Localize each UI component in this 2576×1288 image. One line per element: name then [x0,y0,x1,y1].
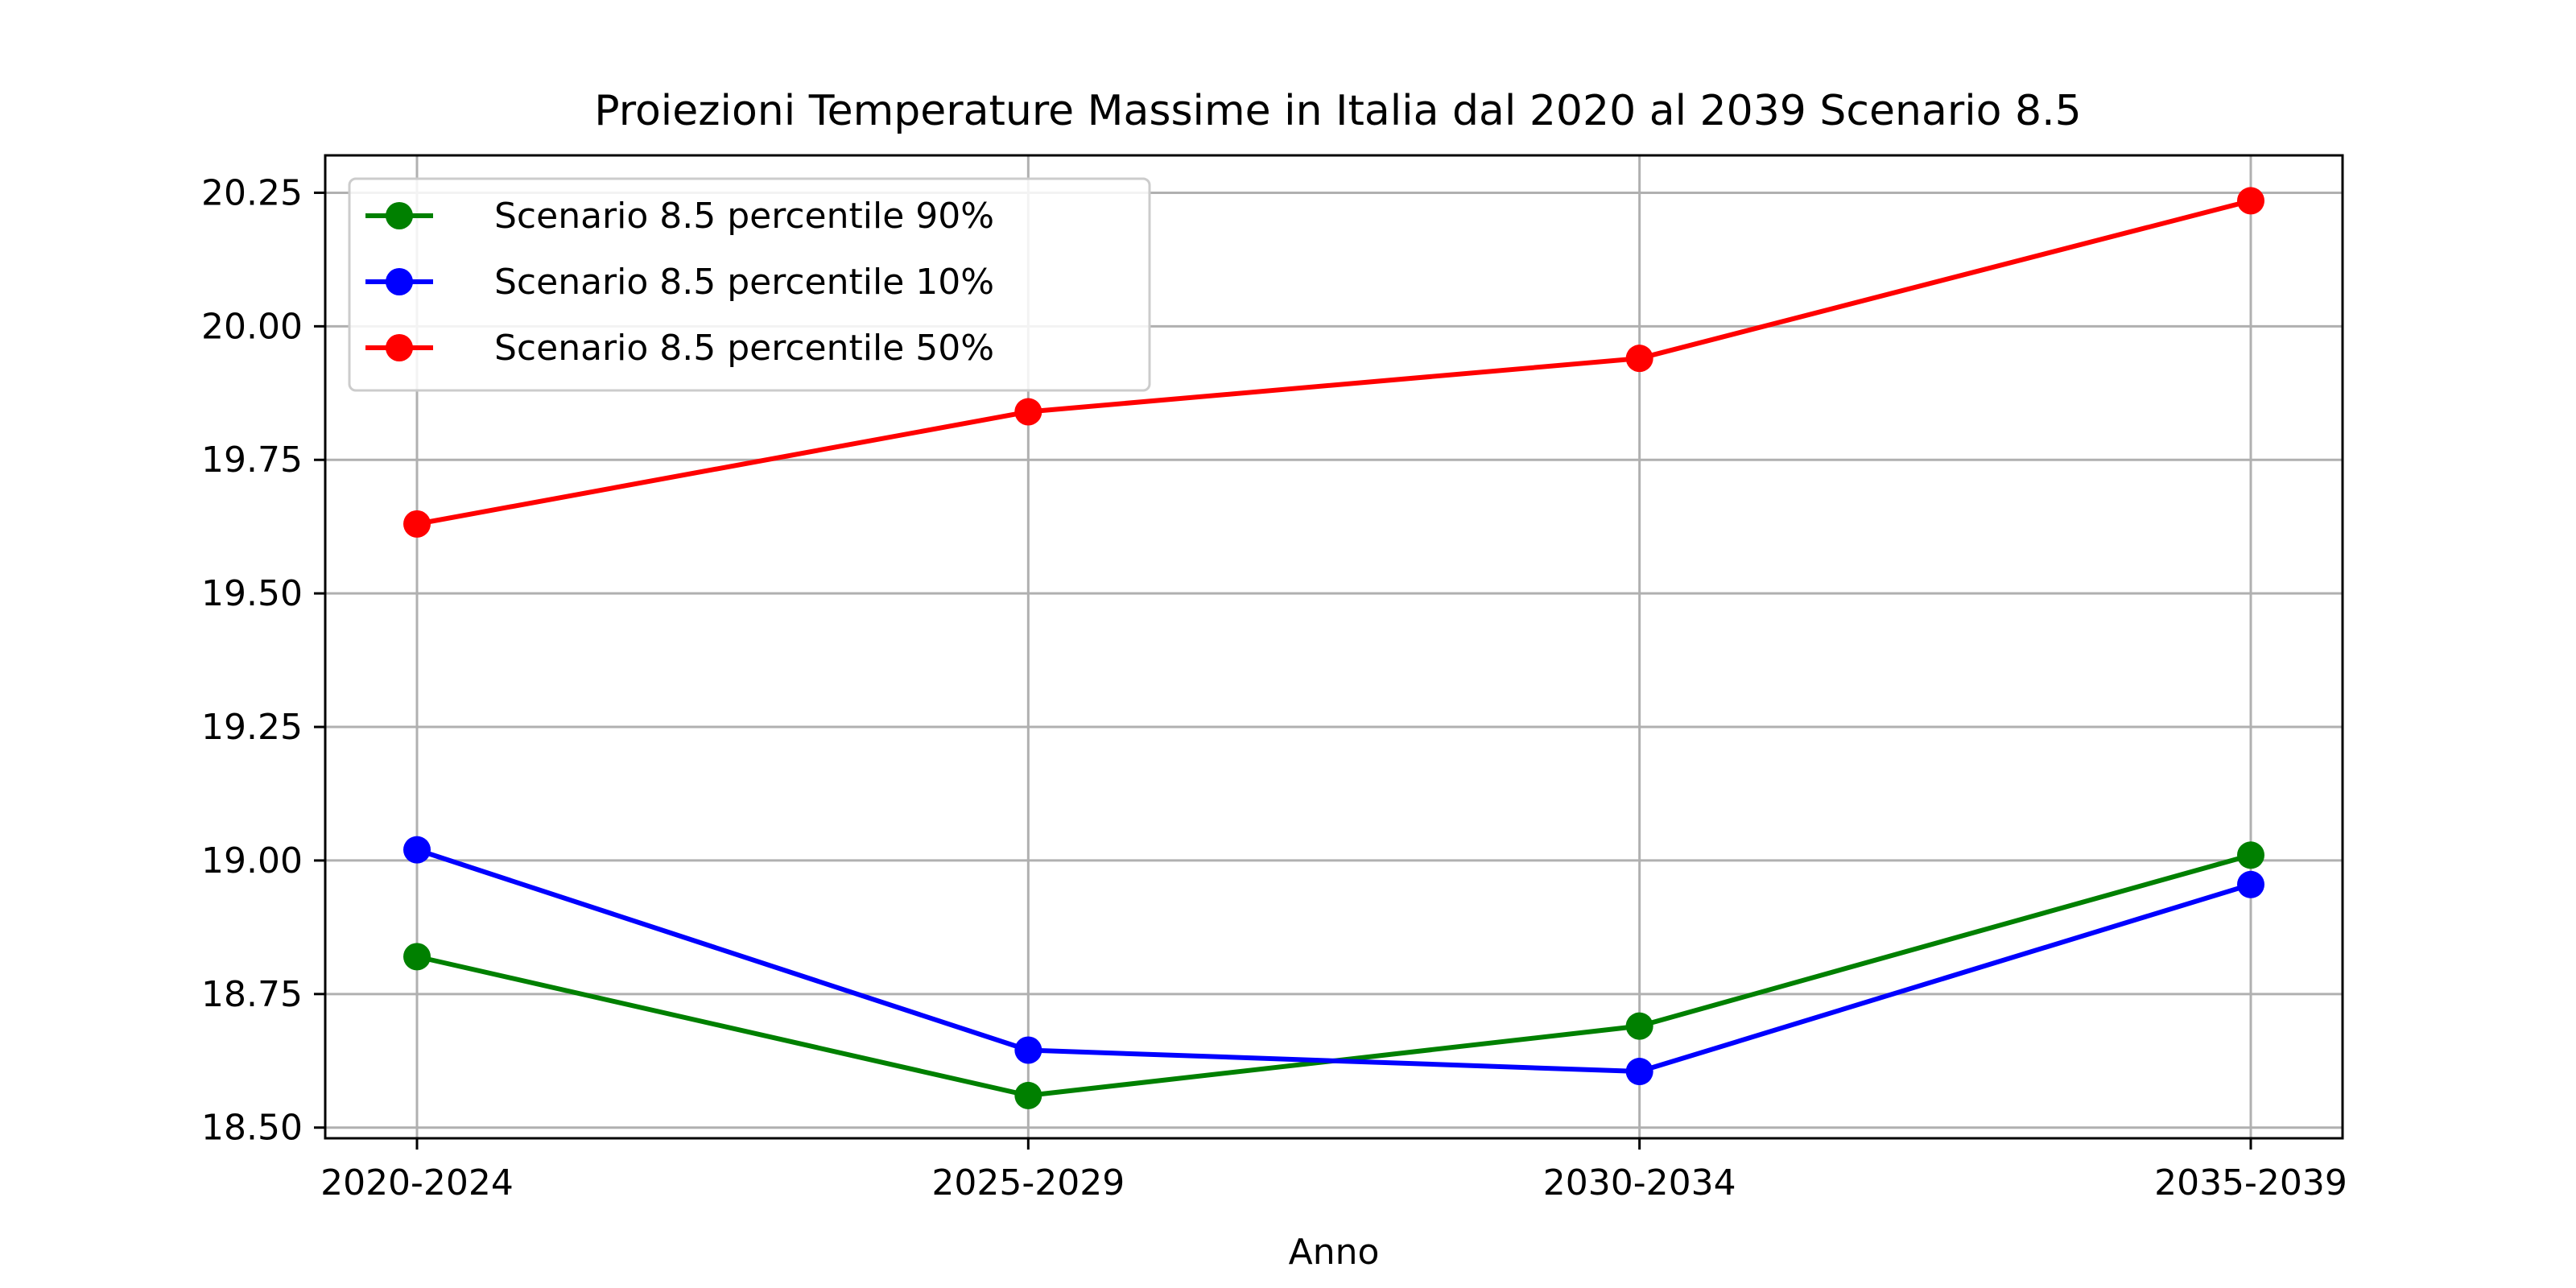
data-point [1625,1012,1653,1040]
data-point [2237,841,2264,869]
series-2 [403,187,2264,538]
legend-label: Scenario 8.5 percentile 50% [494,328,994,369]
data-point [1014,1081,1042,1109]
y-tick-label: 19.75 [201,440,303,481]
legend-label: Scenario 8.5 percentile 10% [494,262,994,303]
series-layer [403,187,2264,1109]
y-tick-label: 20.25 [201,172,303,213]
x-axis-label: Anno [1289,1232,1380,1273]
legend-marker [386,202,413,229]
ticks: 18.50 18.75 19.00 19.25 19.50 19.75 20.00 20.25… [201,172,2347,1203]
data-point [1014,398,1042,426]
series-line [416,198,2252,526]
data-point [1014,1036,1042,1064]
series-line [416,847,2252,1075]
y-tick-label: 19.25 [201,707,303,748]
chart-title: Proiezioni Temperature Massime in Italia… [594,87,2081,135]
data-point [1625,1058,1653,1086]
y-tick-label: 18.75 [201,974,303,1015]
data-point [403,510,431,538]
legend-entry: Scenario 8.5 percentile 50% [365,328,994,369]
data-point [1625,345,1653,373]
legend-entry: Scenario 8.5 percentile 10% [365,262,994,303]
series-1 [403,836,2264,1086]
legend: Scenario 8.5 percentile 90% Scenario 8.5 … [348,177,1151,392]
legend-entry: Scenario 8.5 percentile 90% [365,196,994,237]
data-point [403,943,431,971]
x-tick-label: 2030-2034 [1543,1162,1736,1203]
y-tick-label: 20.00 [201,306,303,347]
x-tick-label: 2020-2024 [320,1162,514,1203]
legend-marker [386,334,413,361]
x-tick-label: 2035-2039 [2154,1162,2347,1203]
y-tick-label: 19.00 [201,840,303,881]
legend-label: Scenario 8.5 percentile 90% [494,196,994,237]
data-point [2237,870,2264,898]
data-point [403,836,431,864]
legend-box [348,177,1151,392]
x-tick-label: 2025-2029 [931,1162,1125,1203]
y-tick-label: 19.50 [201,573,303,614]
data-point [2237,187,2264,215]
legend-marker [386,268,413,295]
plot-frame [324,154,2344,1140]
y-tick-label: 18.50 [201,1108,303,1149]
